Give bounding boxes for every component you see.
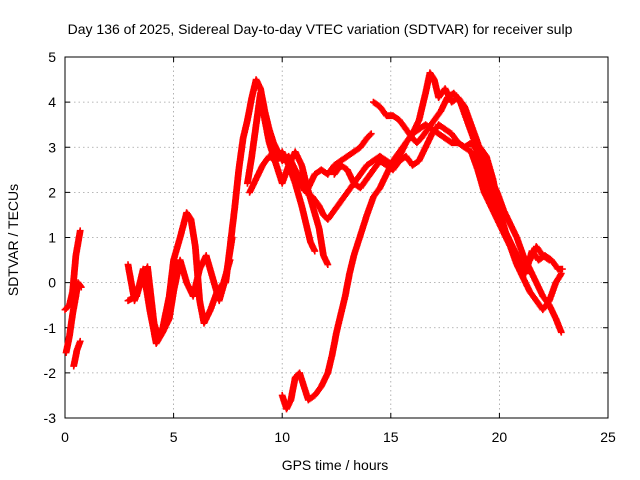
y-tick-label: 2 (48, 184, 56, 200)
y-tick-label: -2 (44, 365, 57, 381)
data-series-track-10 (278, 130, 375, 192)
data-point-markers (244, 89, 332, 268)
data-point-markers (278, 130, 375, 192)
y-tick-label: 4 (48, 94, 56, 110)
x-tick-label: 15 (383, 429, 399, 445)
y-axis: -3 -2 -1 0 1 2 3 4 5 (44, 49, 608, 426)
y-tick-label: -3 (44, 410, 57, 426)
x-tick-label: 20 (492, 429, 508, 445)
data-point-markers (70, 337, 84, 370)
data-point-markers (330, 121, 553, 273)
y-tick-label: 5 (48, 49, 56, 65)
y-tick-label: 1 (48, 230, 56, 246)
x-axis-label: GPS time / hours (282, 457, 389, 473)
x-tick-label: 5 (170, 429, 178, 445)
x-axis: 0 5 10 15 20 25 (61, 57, 616, 445)
x-tick-label: 25 (600, 429, 616, 445)
data-series-track-1 (61, 227, 84, 314)
data-series-track-3 (70, 337, 84, 370)
data-point-markers (62, 279, 85, 356)
data-layer (61, 69, 566, 413)
y-tick-label: 3 (48, 139, 56, 155)
data-point-markers (61, 227, 84, 314)
y-tick-label: -1 (44, 320, 57, 336)
x-tick-label: 10 (274, 429, 290, 445)
y-axis-label: SDTVAR / TECUs (5, 184, 21, 296)
data-series-track-2 (62, 279, 85, 356)
x-tick-label: 0 (61, 429, 69, 445)
chart-title: Day 136 of 2025, Sidereal Day-to-day VTE… (68, 21, 573, 37)
data-series-track-12 (330, 121, 553, 273)
data-series-track-7 (244, 89, 332, 268)
y-tick-label: 0 (48, 275, 56, 291)
